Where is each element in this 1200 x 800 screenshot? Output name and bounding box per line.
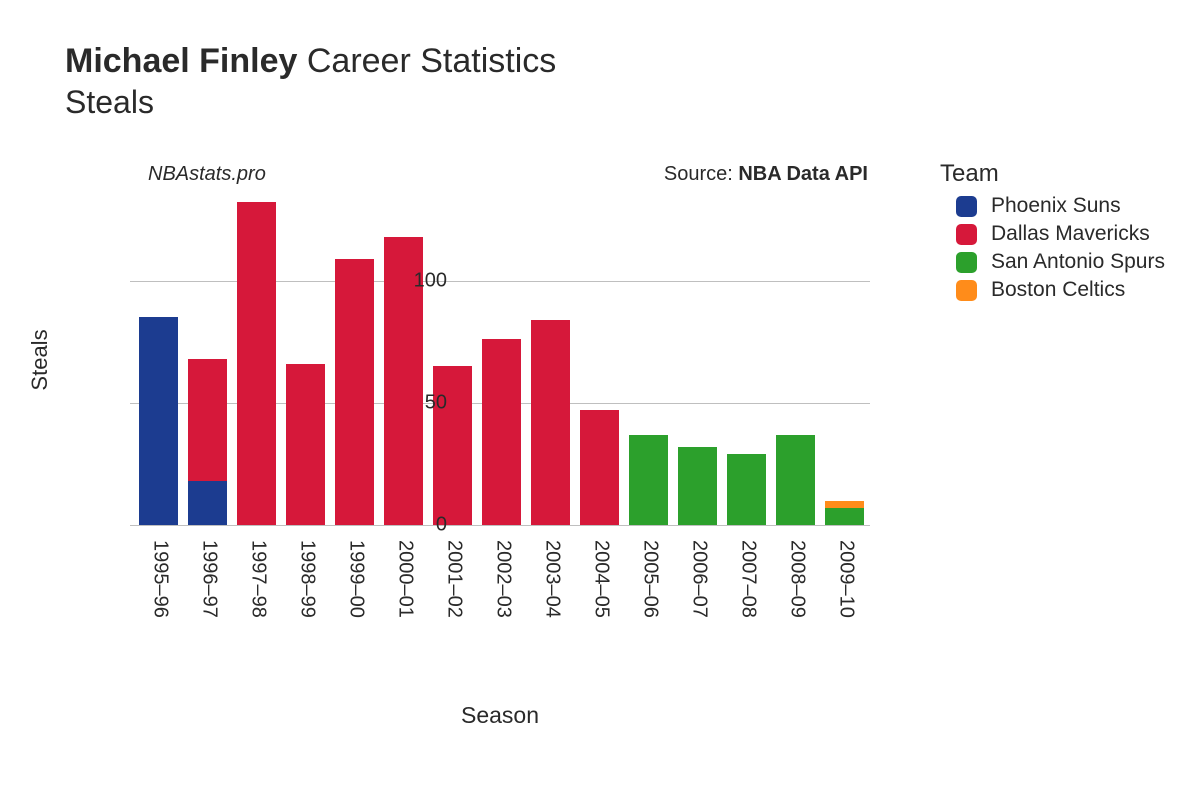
legend-swatch: [956, 224, 977, 245]
legend-swatch: [956, 252, 977, 273]
ytick-label: 100: [414, 269, 447, 292]
bar-column: [727, 454, 766, 525]
legend-item: Dallas Mavericks: [956, 222, 1165, 246]
xtick-label: 1999–00: [345, 540, 368, 618]
title-suffix: Career Statistics: [307, 42, 556, 80]
bar-segment: [335, 259, 374, 525]
bar-segment: [678, 447, 717, 525]
credit-source: Source: NBA Data API: [664, 163, 868, 186]
bar-column: [237, 202, 276, 525]
xtick-label: 2002–03: [492, 540, 515, 618]
xtick-label: 1998–99: [296, 540, 319, 618]
bar-segment: [825, 501, 864, 508]
legend-swatch: [956, 196, 977, 217]
bar-column: [678, 447, 717, 525]
title-line-1: Michael Finley Career Statistics: [65, 42, 556, 81]
ytick-label: 0: [436, 514, 447, 537]
bar-column: [825, 501, 864, 525]
bar-column: [531, 320, 570, 525]
bar-column: [188, 359, 227, 525]
bar-segment: [286, 364, 325, 525]
xtick-label: 1996–97: [198, 540, 221, 618]
bar-column: [580, 410, 619, 525]
xtick-label: 2004–05: [590, 540, 613, 618]
bar-segment: [237, 202, 276, 525]
xtick-label: 2007–08: [737, 540, 760, 618]
legend-swatch: [956, 280, 977, 301]
xtick-label: 2003–04: [541, 540, 564, 618]
xtick-label: 2006–07: [688, 540, 711, 618]
xtick-label: 2009–10: [835, 540, 858, 618]
xtick-label: 1995–96: [149, 540, 172, 618]
bar-segment: [139, 317, 178, 525]
plot-area: [130, 195, 870, 525]
title-player: Michael Finley: [65, 42, 297, 80]
bar-segment: [482, 339, 521, 525]
xtick-label: 2008–09: [786, 540, 809, 618]
legend-item: Boston Celtics: [956, 278, 1165, 302]
legend-item: Phoenix Suns: [956, 194, 1165, 218]
bar-column: [482, 339, 521, 525]
xtick-label: 1997–98: [247, 540, 270, 618]
bar-segment: [188, 481, 227, 525]
legend-item: San Antonio Spurs: [956, 250, 1165, 274]
bar-segment: [629, 435, 668, 525]
bar-segment: [433, 366, 472, 525]
bar-column: [629, 435, 668, 525]
bar-column: [433, 366, 472, 525]
legend: Team Phoenix Suns Dallas Mavericks San Ant…: [940, 160, 1165, 306]
bar-segment: [531, 320, 570, 525]
legend-items: Phoenix Suns Dallas Mavericks San Antonio …: [940, 194, 1165, 302]
bar-segment: [580, 410, 619, 525]
xtick-label: 2000–01: [394, 540, 417, 618]
x-axis-label: Season: [461, 702, 539, 729]
bar-segment: [188, 359, 227, 481]
bar-segment: [727, 454, 766, 525]
legend-label: Boston Celtics: [991, 278, 1125, 302]
credit-source-name: NBA Data API: [738, 163, 868, 185]
chart-frame: Michael Finley Career Statistics Steals …: [0, 0, 1200, 800]
bar-column: [139, 317, 178, 525]
ytick-label: 50: [425, 391, 447, 414]
legend-label: Dallas Mavericks: [991, 222, 1150, 246]
bar-segment: [825, 508, 864, 525]
credit-site: NBAstats.pro: [148, 163, 266, 186]
bar-column: [776, 435, 815, 525]
bar-column: [335, 259, 374, 525]
legend-label: Phoenix Suns: [991, 194, 1121, 218]
legend-label: San Antonio Spurs: [991, 250, 1165, 274]
bar-column: [286, 364, 325, 525]
xtick-label: 2001–02: [443, 540, 466, 618]
legend-title: Team: [940, 160, 1165, 188]
y-axis-label: Steals: [27, 329, 53, 390]
credit-source-prefix: Source:: [664, 163, 738, 185]
title-block: Michael Finley Career Statistics Steals: [65, 42, 556, 121]
title-metric: Steals: [65, 83, 556, 121]
credit-row: NBAstats.pro Source: NBA Data API: [148, 163, 868, 186]
bar-segment: [776, 435, 815, 525]
xtick-label: 2005–06: [639, 540, 662, 618]
gridline: [130, 525, 870, 526]
